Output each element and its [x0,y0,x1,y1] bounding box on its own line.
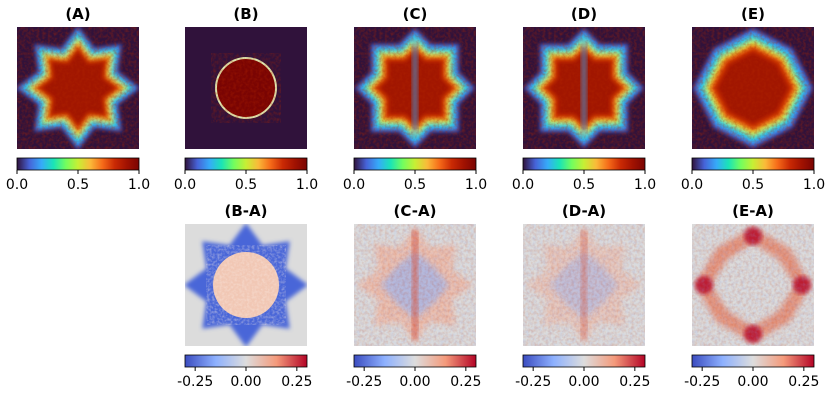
colorbar-tick-label: 0.0 [343,177,365,193]
colorbar [691,157,815,171]
colorbar [353,157,477,171]
heatmap-noise-red [354,224,476,346]
colorbar-tick-label: 1.0 [128,177,150,193]
colorbar-tick-label: 0.00 [568,374,599,390]
colorbar-tick-label: 0.5 [404,177,426,193]
colorbar-tick-label: 0.25 [281,374,312,390]
panel-8: (E-A) -0.25 0.00 0.25 [684,202,819,390]
heatmap-noise [213,252,279,318]
colorbar-tick-label: -0.25 [515,374,551,390]
heatmap [354,224,476,346]
heatmap-noise-red [523,224,645,346]
colorbar-tick-label: 0.5 [573,177,595,193]
heatmap-noise-red [692,224,814,346]
heatmap [692,224,814,346]
colorbar [184,354,308,368]
colorbar [353,354,477,368]
colorbar-tick-label: -0.25 [177,374,213,390]
colorbar [522,157,646,171]
panel-title: (C-A) [394,202,437,220]
colorbar-tick-label: 0.0 [174,177,196,193]
colorbar-tick-label: 1.0 [634,177,656,193]
colorbar-tick-label: 0.5 [742,177,764,193]
colorbar [522,354,646,368]
panel-2: (C) 0.0 0.5 1.0 [343,5,487,193]
panel-0: (A) 0.0 0.5 1.0 [6,5,150,193]
panel-3: (D) 0.0 0.5 1.0 [512,5,656,193]
heatmap-axis-band [581,37,587,139]
heatmap-noise [692,27,814,149]
colorbar-tick-label: 0.0 [6,177,28,193]
panel-title: (C) [403,5,428,23]
panel-title: (E-A) [732,202,774,220]
heatmap-noise [217,59,275,117]
colorbar-tick-label: 0.0 [512,177,534,193]
heatmap [185,224,307,346]
heatmap-axis-band [412,37,418,139]
colorbar [16,157,140,171]
colorbar-tick-label: 0.25 [450,374,481,390]
panel-1: (B) 0.0 0.5 1.0 [174,5,318,193]
colorbar [184,157,308,171]
panel-title: (B-A) [225,202,268,220]
colorbar-tick-label: 0.25 [788,374,819,390]
colorbar-tick-label: 0.25 [619,374,650,390]
heatmap [185,27,307,149]
heatmap-noise [17,27,139,149]
panel-6: (C-A) -0.25 0.00 0.25 [346,202,481,390]
colorbar-tick-label: 0.00 [399,374,430,390]
heatmap [354,27,476,149]
panel-title: (B) [233,5,258,23]
colorbar-tick-label: 0.00 [737,374,768,390]
panel-title: (D-A) [562,202,606,220]
colorbar [691,354,815,368]
heatmap [17,27,139,149]
colorbar-tick-label: -0.25 [346,374,382,390]
colorbar-tick-label: 0.5 [235,177,257,193]
colorbar-tick-label: 1.0 [803,177,825,193]
colorbar-tick-label: 1.0 [465,177,487,193]
panel-7: (D-A) -0.25 0.00 0.25 [515,202,650,390]
colorbar-tick-label: 0.0 [681,177,703,193]
colorbar-tick-label: -0.25 [684,374,720,390]
heatmap [692,27,814,149]
colorbar-tick-label: 1.0 [296,177,318,193]
panel-4: (E) 0.0 0.5 1.0 [681,5,825,193]
panel-title: (A) [65,5,90,23]
panel-5: (B-A) -0.25 0.00 0.25 [177,202,312,390]
panel-title: (D) [571,5,597,23]
heatmap [523,27,645,149]
colorbar-tick-label: 0.00 [230,374,261,390]
panel-title: (E) [741,5,765,23]
colorbar-tick-label: 0.5 [67,177,89,193]
heatmap [523,224,645,346]
